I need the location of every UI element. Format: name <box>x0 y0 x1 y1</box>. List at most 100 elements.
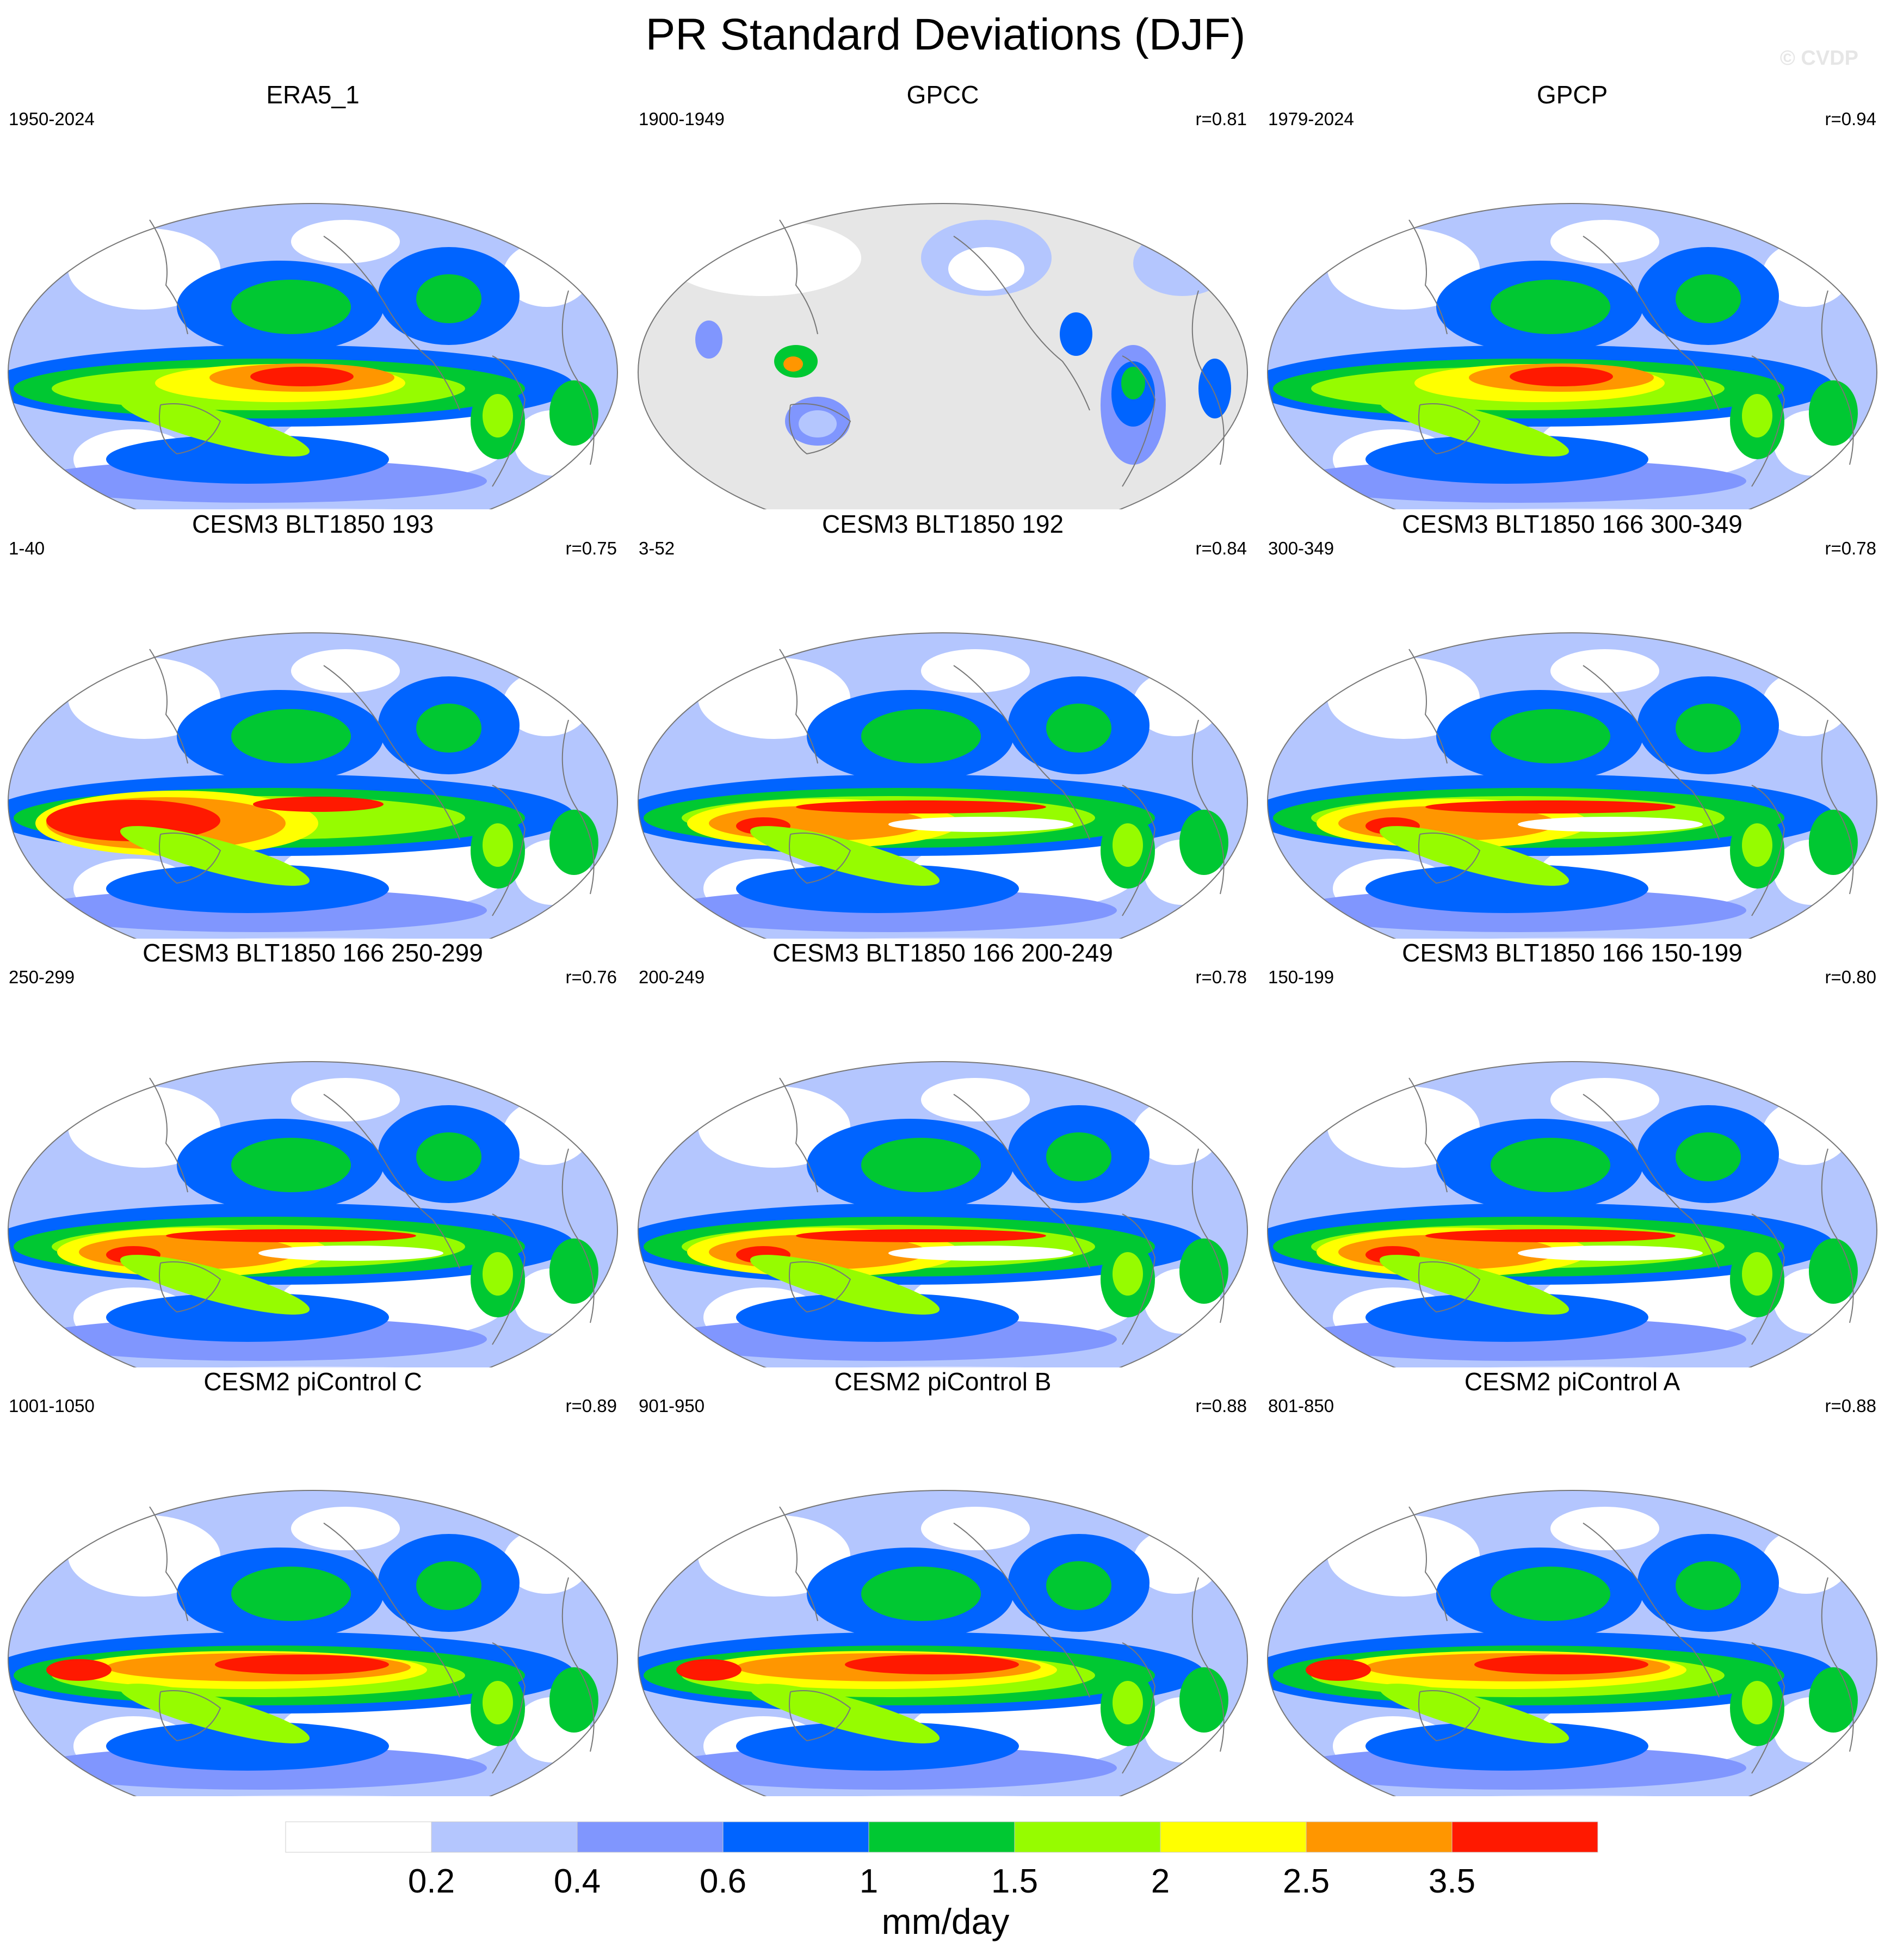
precip-field <box>1268 204 1877 509</box>
spcz-diagonal <box>1379 826 1569 886</box>
map-panel: CESM3 BLT1850 166 300-349 300-349 r=0.78 <box>1259 509 1885 939</box>
south-america-core <box>483 1252 513 1296</box>
precip-field <box>638 633 1247 939</box>
map-panel: ERA5_1 1950-2024 <box>0 79 626 509</box>
precip-field <box>8 204 617 509</box>
central-pacific-max <box>1474 1655 1648 1674</box>
south-america-core <box>1742 1681 1772 1724</box>
panel-years: 901-950 <box>639 1396 705 1416</box>
antarctic-band <box>1268 1795 1877 1796</box>
storm-track-core-pacific <box>231 709 351 763</box>
map-outline <box>8 203 618 509</box>
pattern-correlation: r=0.81 <box>1195 109 1247 129</box>
south-america-core <box>1742 1252 1772 1296</box>
panel-title: CESM3 BLT1850 193 <box>191 510 434 538</box>
indian-ocean-max <box>676 1659 741 1681</box>
spcz-diagonal <box>750 826 940 886</box>
storm-track-core-atlantic <box>1046 1561 1111 1610</box>
dry-zone-arctic <box>1550 1507 1659 1550</box>
panel-years: 200-249 <box>639 967 705 987</box>
map-outline <box>1267 203 1877 509</box>
dry-zone-arctic <box>1550 220 1659 263</box>
map-plot <box>1267 1061 1877 1367</box>
colorbar-tick-label: 2.5 <box>1282 1863 1330 1900</box>
panel-title: GPCP <box>1536 81 1608 109</box>
europe <box>1133 231 1231 296</box>
australia-interior <box>799 410 837 437</box>
antarctic-band <box>8 1795 617 1796</box>
colorbar-box <box>431 1821 578 1853</box>
spcz-diagonal <box>1379 1255 1569 1315</box>
panel-years: 150-199 <box>1268 967 1334 987</box>
colorbar-box <box>1451 1821 1598 1853</box>
antarctic-band <box>638 1795 1247 1796</box>
panel-title: CESM3 BLT1850 166 250-299 <box>143 939 483 967</box>
spcz-outer <box>106 435 389 484</box>
map-outline <box>8 1061 618 1367</box>
panel-years: 801-850 <box>1268 1396 1334 1416</box>
coastlines <box>779 1506 1225 1774</box>
map-outline <box>8 1490 618 1796</box>
panel-title: ERA5_1 <box>266 81 360 109</box>
precip-field <box>1268 633 1877 939</box>
colorbar-units: mm/day <box>881 1901 1010 1941</box>
cold-tongue <box>888 1246 1073 1261</box>
map-panel: CESM3 BLT1850 193 1-40 r=0.75 <box>0 509 626 939</box>
storm-track-core-pacific <box>231 280 351 334</box>
map-plot <box>638 1490 1248 1796</box>
cold-tongue <box>1518 1246 1703 1261</box>
south-america-core <box>1113 823 1143 867</box>
indian-ocean-max <box>46 1659 112 1681</box>
dry-zone-arctic <box>291 1078 400 1121</box>
south-asia <box>695 320 722 359</box>
dry-zone-arctic <box>921 1507 1030 1550</box>
colorbar-box <box>577 1821 724 1853</box>
itcz-max <box>1425 1229 1676 1242</box>
watermark: © CVDP <box>1779 47 1858 70</box>
map-plot <box>1267 1490 1877 1796</box>
cold-tongue <box>258 1246 443 1261</box>
spcz-outer <box>106 1293 389 1342</box>
map-plot <box>8 1490 618 1796</box>
spcz-diagonal <box>120 1684 310 1743</box>
colorbar-box <box>1014 1821 1161 1853</box>
map-outline <box>638 1490 1248 1796</box>
dry-zone-arctic <box>291 649 400 693</box>
central-pacific-max <box>845 1655 1019 1674</box>
colorbar-tick-label: 0.2 <box>407 1863 455 1900</box>
storm-track-core-atlantic <box>416 704 481 753</box>
colorbar-tick-label: 0.4 <box>553 1863 601 1900</box>
panel-title: CESM3 BLT1850 166 300-349 <box>1402 510 1742 538</box>
panel-years: 250-299 <box>9 967 75 987</box>
asia-dry-fill <box>665 220 861 296</box>
panel-title: CESM2 piControl A <box>1464 1367 1680 1396</box>
storm-track-core-atlantic <box>416 1132 481 1181</box>
map-panel: CESM3 BLT1850 166 150-199 150-199 r=0.80 <box>1259 938 1885 1367</box>
panel-years: 1001-1050 <box>9 1396 95 1416</box>
panel-years: 1950-2024 <box>9 109 95 129</box>
pattern-correlation: r=0.94 <box>1825 109 1877 129</box>
spcz-diagonal <box>120 1255 310 1315</box>
colorbar-box <box>285 1821 432 1853</box>
dry-zone-arctic <box>1550 649 1659 693</box>
figure-title: PR Standard Deviations (DJF) <box>645 10 1246 59</box>
map-outline <box>1267 632 1877 939</box>
pattern-correlation: r=0.88 <box>1825 1396 1877 1416</box>
spcz-outer <box>106 864 389 913</box>
south-america-core <box>1742 823 1772 867</box>
storm-track-core-pacific <box>861 1138 981 1192</box>
map-panel: GPCC 1900-1949 r=0.81 <box>630 79 1256 509</box>
panel-title: CESM2 piControl B <box>834 1367 1052 1396</box>
pattern-correlation: r=0.78 <box>1195 967 1247 987</box>
pattern-correlation: r=0.76 <box>565 967 617 987</box>
spcz-outer <box>106 1722 389 1771</box>
colorbar-box <box>868 1821 1015 1853</box>
north-america-interior <box>948 247 1024 291</box>
pattern-correlation: r=0.89 <box>565 1396 617 1416</box>
panel-title: CESM3 BLT1850 166 150-199 <box>1402 939 1742 967</box>
map-panel: CESM3 BLT1850 166 250-299 250-299 r=0.76 <box>0 938 626 1367</box>
colorbar-box <box>1306 1821 1453 1853</box>
precip-field <box>8 1490 617 1796</box>
map-outline <box>8 632 618 939</box>
pattern-correlation: r=0.88 <box>1195 1396 1247 1416</box>
